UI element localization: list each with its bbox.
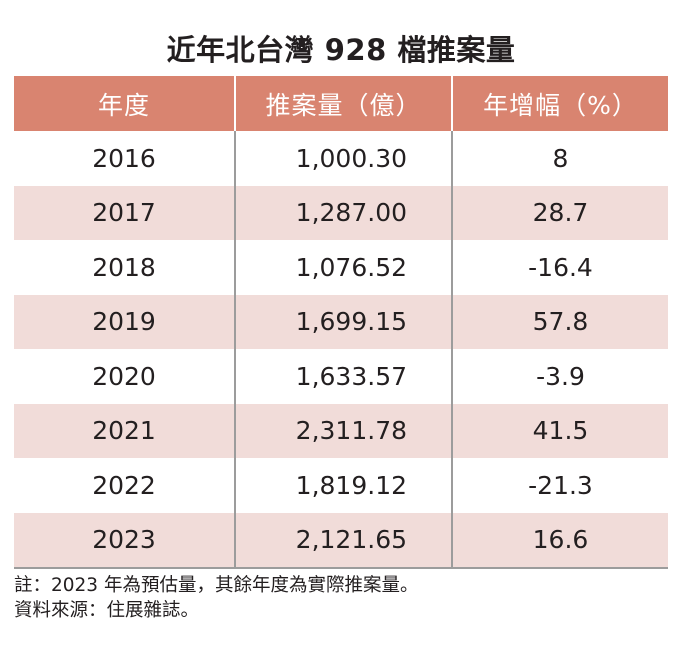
cell-year: 2019 (92, 307, 156, 337)
cell-year: 2021 (92, 416, 156, 446)
cell-growth: 57.8 (451, 294, 668, 349)
table-row: 2021 2,311.78 41.5 (14, 403, 668, 458)
cell-year: 2023 (92, 525, 156, 555)
presale-volume-table: 年度 推案量（億） 年增幅（%） 2016 1,000.30 8 2017 1,… (14, 76, 668, 567)
cell-growth: -3.9 (451, 349, 668, 404)
header-year: 年度 (97, 90, 150, 120)
table-header-row: 年度 推案量（億） 年增幅（%） (14, 76, 668, 131)
cell-growth: -21.3 (451, 458, 668, 513)
footnote-estimate: 註：2023 年為預估量，其餘年度為實際推案量。 (14, 575, 419, 596)
cell-growth: 8 (451, 131, 668, 186)
header-growth: 年增幅（%） (451, 76, 668, 131)
header-volume: 推案量（億） (234, 76, 451, 131)
cell-volume: 1,819.12 (234, 458, 451, 513)
cell-volume: 1,287.00 (234, 185, 451, 240)
cell-year: 2017 (92, 198, 156, 228)
table-row: 2016 1,000.30 8 (14, 131, 668, 186)
cell-growth: 28.7 (451, 185, 668, 240)
cell-year: 2020 (92, 361, 156, 391)
cell-growth: 41.5 (451, 403, 668, 458)
footnote-source: 資料來源：住展雜誌。 (14, 600, 200, 621)
table-bottom-rule (14, 567, 668, 569)
cell-volume: 1,633.57 (234, 349, 451, 404)
cell-year: 2018 (92, 252, 156, 282)
cell-year: 2022 (92, 470, 156, 500)
cell-growth: -16.4 (451, 240, 668, 295)
table-row: 2018 1,076.52 -16.4 (14, 240, 668, 295)
cell-growth: 16.6 (451, 512, 668, 567)
footnotes: 註：2023 年為預估量，其餘年度為實際推案量。 資料來源：住展雜誌。 (14, 573, 418, 623)
table-row: 2020 1,633.57 -3.9 (14, 349, 668, 404)
cell-year: 2016 (92, 143, 156, 173)
table-row: 2017 1,287.00 28.7 (14, 185, 668, 240)
table-row: 2022 1,819.12 -21.3 (14, 458, 668, 513)
cell-volume: 2,121.65 (234, 512, 451, 567)
cell-volume: 1,000.30 (234, 131, 451, 186)
table-title: 近年北台灣 928 檔推案量 (166, 33, 516, 67)
table-row: 2023 2,121.65 16.6 (14, 512, 668, 567)
table-row: 2019 1,699.15 57.8 (14, 294, 668, 349)
cell-volume: 1,699.15 (234, 294, 451, 349)
cell-volume: 2,311.78 (234, 403, 451, 458)
cell-volume: 1,076.52 (234, 240, 451, 295)
